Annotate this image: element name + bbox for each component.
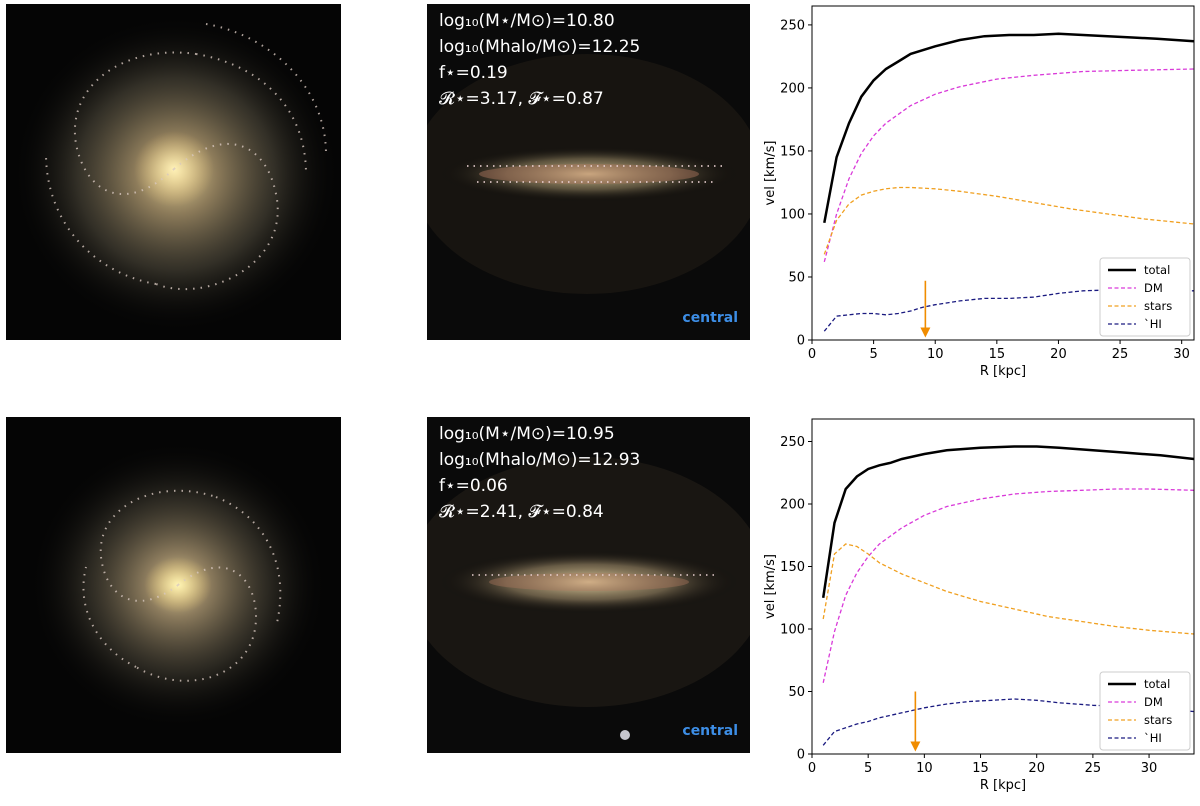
face-on-galaxy-1	[6, 4, 341, 340]
y-axis-label: vel [km/s]	[763, 554, 778, 619]
y-axis-label: vel [km/s]	[763, 141, 778, 206]
edge-on-galaxy-2	[427, 417, 750, 753]
y-tick-label: 50	[788, 685, 805, 700]
x-tick-label: 10	[916, 761, 933, 776]
legend-box	[1099, 671, 1191, 751]
x-tick-label: 20	[1050, 347, 1067, 362]
x-tick-label: 30	[1173, 347, 1190, 362]
edge-on-image-1: log₁₀(M⋆/M⊙)=10.80 log₁₀(Mhalo/M⊙)=12.25…	[427, 4, 750, 340]
stellar-mass-label: log₁₀(M⋆/M⊙)=10.80	[439, 11, 615, 31]
series-line-3	[822, 698, 1194, 746]
series-line-3	[823, 288, 1194, 332]
x-tick-label: 0	[808, 347, 816, 362]
x-tick-label: 5	[864, 761, 872, 776]
series-line-1	[823, 68, 1194, 263]
x-tick-label: 25	[1085, 761, 1102, 776]
central-label: central	[682, 310, 738, 326]
y-tick-label: 50	[788, 270, 805, 285]
x-tick-label: 20	[1028, 761, 1045, 776]
series-line-2	[823, 186, 1194, 255]
x-axis-label: R [kpc]	[980, 364, 1026, 379]
arrow-head	[910, 741, 921, 752]
legend-entry: total	[1144, 263, 1170, 277]
x-tick-label: 15	[972, 761, 989, 776]
arrow-head	[920, 327, 931, 338]
y-tick-label: 150	[780, 144, 805, 159]
galaxy-properties-1: log₁₀(M⋆/M⊙)=10.80 log₁₀(Mhalo/M⊙)=12.25…	[439, 8, 640, 112]
series-line-0	[821, 445, 1194, 598]
series-line-1	[822, 488, 1194, 683]
edge-on-image-2: log₁₀(M⋆/M⊙)=10.95 log₁₀(Mhalo/M⊙)=12.93…	[427, 417, 750, 753]
x-tick-label: 5	[869, 347, 877, 362]
face-on-galaxy-2	[6, 417, 341, 753]
stellar-fraction-label: f⋆=0.06	[439, 476, 508, 496]
y-tick-label: 0	[797, 748, 805, 763]
x-tick-label: 25	[1112, 347, 1129, 362]
axes-frame	[811, 418, 1195, 755]
x-tick-label: 15	[989, 347, 1006, 362]
x-tick-label: 30	[1141, 761, 1158, 776]
halo-mass-label: log₁₀(Mhalo/M⊙)=12.93	[439, 450, 641, 470]
central-label: central	[682, 723, 738, 739]
x-tick-label: 10	[927, 347, 944, 362]
ratio-label: 𝓡⋆=3.17, 𝓕⋆=0.87	[439, 89, 604, 109]
legend-entry: total	[1144, 677, 1170, 691]
legend-entry: DM	[1144, 281, 1163, 295]
series-line-2	[822, 543, 1194, 635]
y-tick-label: 100	[780, 207, 805, 222]
face-on-image-1	[6, 4, 341, 340]
y-tick-label: 250	[780, 18, 805, 33]
galaxy-properties-2: log₁₀(M⋆/M⊙)=10.95 log₁₀(Mhalo/M⊙)=12.93…	[439, 421, 640, 525]
legend-entry: stars	[1144, 299, 1172, 313]
legend-entry: DM	[1144, 695, 1163, 709]
halo-mass-label: log₁₀(Mhalo/M⊙)=12.25	[439, 37, 641, 57]
legend-entry: `HI	[1144, 317, 1162, 331]
y-tick-label: 200	[780, 498, 805, 513]
face-on-image-2	[6, 417, 341, 753]
axes-frame	[811, 5, 1195, 341]
x-tick-label: 0	[808, 761, 816, 776]
y-tick-label: 150	[780, 560, 805, 575]
x-axis-label: R [kpc]	[980, 778, 1026, 793]
ratio-label: 𝓡⋆=2.41, 𝓕⋆=0.84	[439, 502, 604, 522]
y-tick-label: 200	[780, 81, 805, 96]
y-tick-label: 100	[780, 623, 805, 638]
edge-on-galaxy-1	[427, 4, 750, 340]
series-line-0	[823, 32, 1194, 224]
y-tick-label: 250	[780, 435, 805, 450]
legend-box	[1099, 257, 1191, 337]
stellar-fraction-label: f⋆=0.19	[439, 63, 508, 83]
legend-entry: stars	[1144, 713, 1172, 727]
stellar-mass-label: log₁₀(M⋆/M⊙)=10.95	[439, 424, 615, 444]
y-tick-label: 0	[797, 334, 805, 349]
legend-entry: `HI	[1144, 731, 1162, 745]
